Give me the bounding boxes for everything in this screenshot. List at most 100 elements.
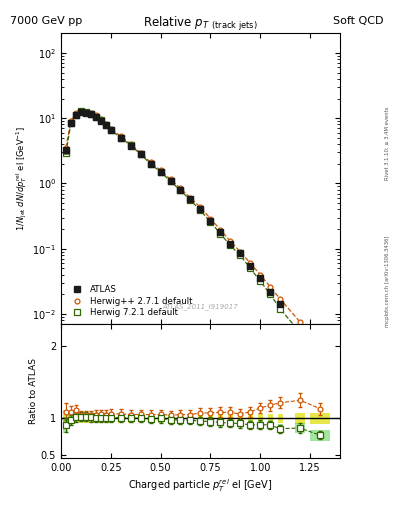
Herwig++ 2.7.1 default — [94, 113, 98, 119]
ATLAS — [88, 111, 93, 117]
Bar — [63, 147, 68, 154]
Herwig 7.2.1 default — [318, 352, 322, 358]
ATLAS — [79, 109, 83, 115]
Bar — [73, 114, 78, 117]
Bar — [310, 413, 330, 423]
Bar — [73, 114, 78, 117]
Herwig++ 2.7.1 default — [73, 110, 78, 116]
Bar — [108, 129, 113, 132]
Text: ATLAS_2011_I919017: ATLAS_2011_I919017 — [163, 303, 238, 309]
ATLAS — [248, 263, 253, 269]
Herwig 7.2.1 default — [128, 142, 133, 148]
Bar — [103, 123, 108, 127]
Bar — [278, 303, 283, 306]
Bar — [268, 290, 273, 293]
ATLAS — [68, 120, 73, 126]
Herwig 7.2.1 default — [108, 127, 113, 133]
Bar — [118, 136, 123, 140]
Bar — [188, 414, 193, 423]
Bar — [83, 414, 88, 423]
Bar — [178, 414, 183, 423]
ATLAS — [258, 275, 263, 282]
Bar — [218, 230, 223, 234]
Bar — [248, 264, 253, 267]
Bar — [93, 413, 98, 422]
Bar — [118, 414, 123, 423]
Bar — [158, 170, 163, 174]
Herwig 7.2.1 default — [94, 114, 98, 120]
Herwig 7.2.1 default — [268, 291, 273, 297]
ATLAS — [168, 178, 173, 184]
Bar — [295, 326, 305, 331]
Herwig 7.2.1 default — [278, 306, 283, 312]
Bar — [78, 414, 83, 423]
Bar — [98, 119, 103, 122]
Bar — [198, 208, 203, 211]
Bar — [268, 420, 273, 430]
Bar — [188, 416, 193, 424]
Bar — [268, 290, 273, 293]
ATLAS — [208, 218, 213, 224]
Bar — [88, 113, 93, 116]
Bar — [168, 414, 173, 422]
Bar — [218, 414, 223, 423]
Bar — [63, 411, 68, 426]
ATLAS — [268, 289, 273, 295]
Herwig++ 2.7.1 default — [168, 177, 173, 183]
ATLAS — [218, 229, 223, 235]
Herwig++ 2.7.1 default — [103, 121, 108, 127]
Bar — [268, 414, 273, 423]
Herwig++ 2.7.1 default — [258, 271, 263, 278]
Herwig++ 2.7.1 default — [148, 159, 153, 165]
Bar — [68, 121, 73, 125]
Bar — [278, 414, 283, 423]
Herwig 7.2.1 default — [79, 108, 83, 114]
Bar — [128, 144, 133, 147]
Bar — [78, 110, 83, 114]
Bar — [78, 412, 83, 421]
Bar — [148, 162, 153, 165]
Herwig 7.2.1 default — [248, 265, 253, 271]
Bar — [310, 430, 330, 441]
Herwig 7.2.1 default — [64, 150, 68, 156]
Bar — [138, 153, 143, 156]
Herwig 7.2.1 default — [188, 197, 193, 203]
Bar — [258, 420, 263, 429]
Bar — [78, 110, 83, 114]
ATLAS — [73, 113, 78, 119]
Herwig 7.2.1 default — [68, 120, 73, 126]
Bar — [83, 412, 88, 421]
Bar — [295, 326, 305, 331]
ATLAS — [198, 206, 203, 212]
Herwig++ 2.7.1 default — [208, 216, 213, 222]
Bar — [295, 413, 305, 424]
Herwig++ 2.7.1 default — [128, 141, 133, 147]
Bar — [103, 123, 108, 127]
Herwig++ 2.7.1 default — [83, 109, 88, 115]
Bar — [98, 414, 103, 423]
Bar — [128, 144, 133, 147]
Bar — [83, 111, 88, 115]
Bar — [248, 414, 253, 423]
ATLAS — [64, 147, 68, 154]
Bar — [158, 414, 163, 423]
Bar — [208, 219, 213, 222]
Herwig 7.2.1 default — [208, 219, 213, 225]
Bar — [228, 242, 233, 245]
Bar — [118, 136, 123, 140]
Bar — [108, 413, 113, 422]
Bar — [148, 414, 153, 423]
Bar — [148, 162, 153, 165]
Herwig 7.2.1 default — [83, 109, 88, 115]
Bar — [73, 413, 78, 423]
Herwig++ 2.7.1 default — [318, 342, 322, 348]
Herwig 7.2.1 default — [218, 230, 223, 237]
Bar — [128, 414, 133, 422]
Bar — [158, 170, 163, 174]
Herwig 7.2.1 default — [138, 151, 143, 157]
Herwig 7.2.1 default — [148, 161, 153, 167]
ATLAS — [148, 161, 153, 167]
ATLAS — [128, 142, 133, 148]
Bar — [178, 416, 183, 424]
Bar — [138, 414, 143, 422]
